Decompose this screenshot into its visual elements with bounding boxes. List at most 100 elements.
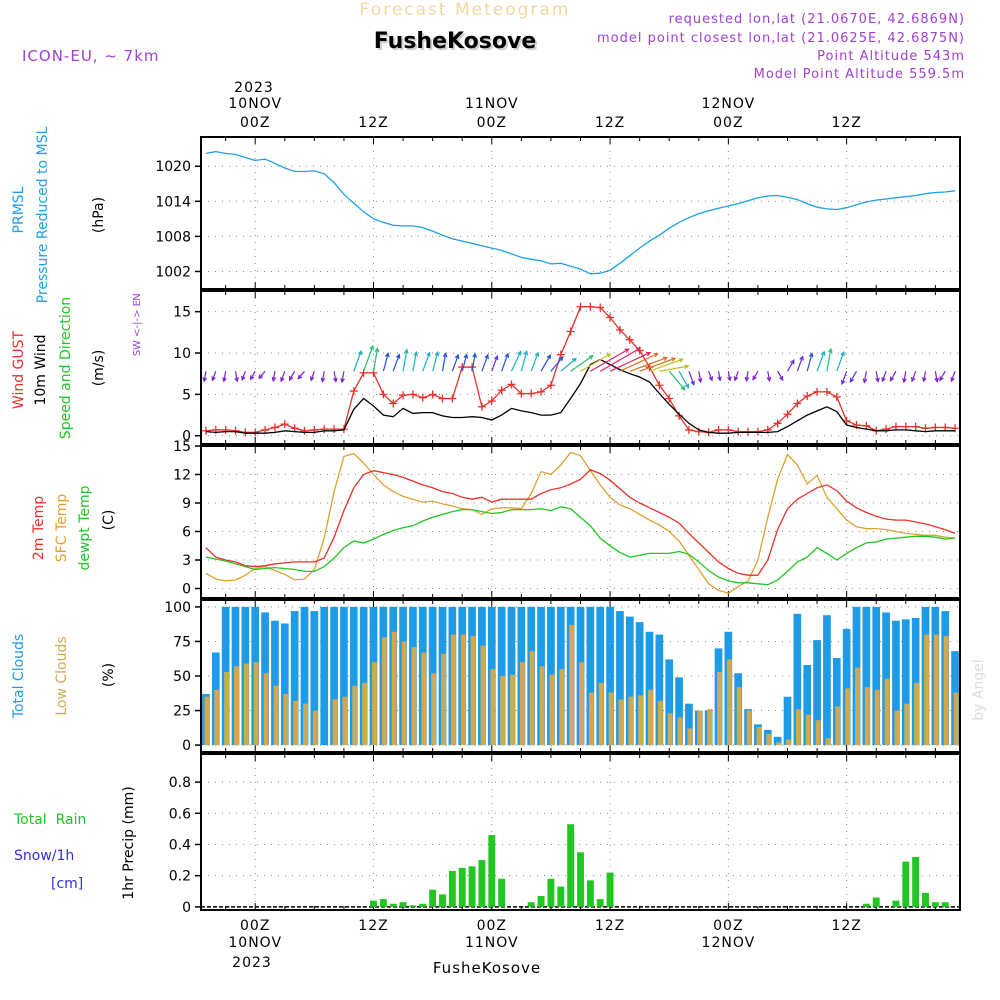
wind-label: 10m Wind <box>33 334 49 405</box>
wind-arrow <box>836 352 845 372</box>
rain-bar <box>468 866 476 907</box>
wind-arrow-head <box>211 376 216 382</box>
gust-point <box>931 423 940 432</box>
wind-line <box>205 358 956 434</box>
total-cloud-bar <box>685 703 693 746</box>
low-cloud-bar <box>342 696 348 746</box>
low-cloud-bar <box>381 637 387 746</box>
low-cloud-bar <box>687 728 693 746</box>
wind-arrow <box>223 371 227 382</box>
low-cloud-bar <box>726 659 732 746</box>
total-cloud-bar <box>349 606 358 746</box>
wind-arrow-head <box>840 351 845 357</box>
wind-arrow <box>382 353 389 372</box>
total-cloud-bar <box>596 606 605 746</box>
y-tick-label: 1008 <box>155 229 191 245</box>
bottom-date-label: 10NOV <box>228 935 282 951</box>
wind-arrow-head <box>862 378 868 384</box>
low-cloud-bar <box>618 699 624 746</box>
precip-labels: Total Rain Snow/1h [cm] 1hr Precip (mm) <box>13 786 137 899</box>
panel-frame <box>200 136 961 290</box>
wind-arrow-head <box>662 356 669 362</box>
wind-arrow <box>363 345 374 372</box>
low-cloud-bar <box>638 695 644 746</box>
wind-arrow-head <box>434 350 440 357</box>
low-cloud-bar <box>953 692 959 746</box>
wind-arrow-head <box>534 351 540 357</box>
bottom-hour-label: 12Z <box>831 918 861 934</box>
y-tick-label: 9 <box>182 496 191 512</box>
wind-arrow <box>461 354 468 372</box>
wind-arrow-head <box>493 354 499 361</box>
total-cloud-bar <box>635 622 644 746</box>
t2m-line <box>205 469 956 576</box>
wind-arrow <box>250 370 256 380</box>
wind-arrow <box>471 353 476 372</box>
gust-point <box>586 302 595 311</box>
total-cloud-bar <box>665 659 674 746</box>
wind-arrow <box>590 348 629 372</box>
low-cloud-bar <box>717 671 722 746</box>
wind-arrow <box>752 370 759 380</box>
wind-arrow-head <box>413 350 419 357</box>
low-cloud-bar <box>234 666 239 746</box>
low-cloud-bar <box>332 699 338 746</box>
low-cloud-bar <box>519 662 525 746</box>
panel-body <box>205 150 956 275</box>
rain-bar <box>537 895 545 907</box>
wind-arrow <box>372 348 379 372</box>
low-cloud-bar <box>697 710 703 746</box>
low-cloud-bar <box>204 696 210 746</box>
panel-frame <box>200 753 961 911</box>
wind-arrow-head <box>374 347 380 353</box>
bottom-hour-label: 00Z <box>240 918 270 934</box>
wind-arrow-head <box>472 352 477 358</box>
wind-arrow-head <box>827 347 833 353</box>
gust-point <box>615 325 624 334</box>
low-cloud-bar <box>598 682 604 746</box>
rain-bar <box>439 894 446 907</box>
wind-arrow <box>481 354 489 372</box>
wind-arrow <box>708 371 713 381</box>
wind-arrow <box>599 347 641 372</box>
low-cloud-bar <box>667 713 673 746</box>
wind-arrow-head <box>902 377 907 384</box>
panel-1: 0 5 10 15 <box>173 290 961 445</box>
wind-arrow <box>767 371 771 381</box>
wind-arrow <box>875 371 879 382</box>
gust-label: Wind GUST <box>11 330 27 409</box>
rain-bar <box>941 902 949 907</box>
total-cloud-bar <box>813 640 821 746</box>
rain-bar <box>902 861 910 907</box>
wind-arrow <box>341 371 345 383</box>
gust-point <box>300 426 309 435</box>
low-cloud-bar <box>825 738 831 746</box>
rain-bar <box>872 897 880 907</box>
total-cloud-bar <box>271 620 279 746</box>
wind-arrow-head <box>950 377 955 383</box>
wind-arrow-head <box>820 350 826 356</box>
wind-arrow-head <box>744 376 750 383</box>
rain-bar <box>922 892 929 907</box>
wind-arrow-head <box>222 377 227 383</box>
wind-arrow-head <box>606 353 612 358</box>
low-cloud-bar <box>273 685 279 746</box>
rain-label: Total Rain <box>13 812 86 828</box>
panel-background <box>201 446 960 598</box>
model-altitude: Model Point Altitude 559.5m <box>754 67 965 82</box>
wind-arrow <box>510 351 522 372</box>
bottom-hour-label: 00Z <box>713 918 743 934</box>
wind-arrow <box>950 371 956 382</box>
low-cloud-bar <box>786 739 791 746</box>
bottom-hour-label: 12Z <box>595 918 625 934</box>
gust-point <box>379 390 388 399</box>
low-cloud-bar <box>303 703 308 746</box>
rain-bar <box>606 872 614 907</box>
total-cloud-bar <box>832 658 841 746</box>
gust-point <box>527 389 536 398</box>
wind-arrow <box>649 358 683 372</box>
wind-arrow <box>939 370 946 381</box>
rain-bar <box>458 867 466 907</box>
rain-bar <box>488 835 496 907</box>
y-tick-label: 25 <box>173 704 191 720</box>
